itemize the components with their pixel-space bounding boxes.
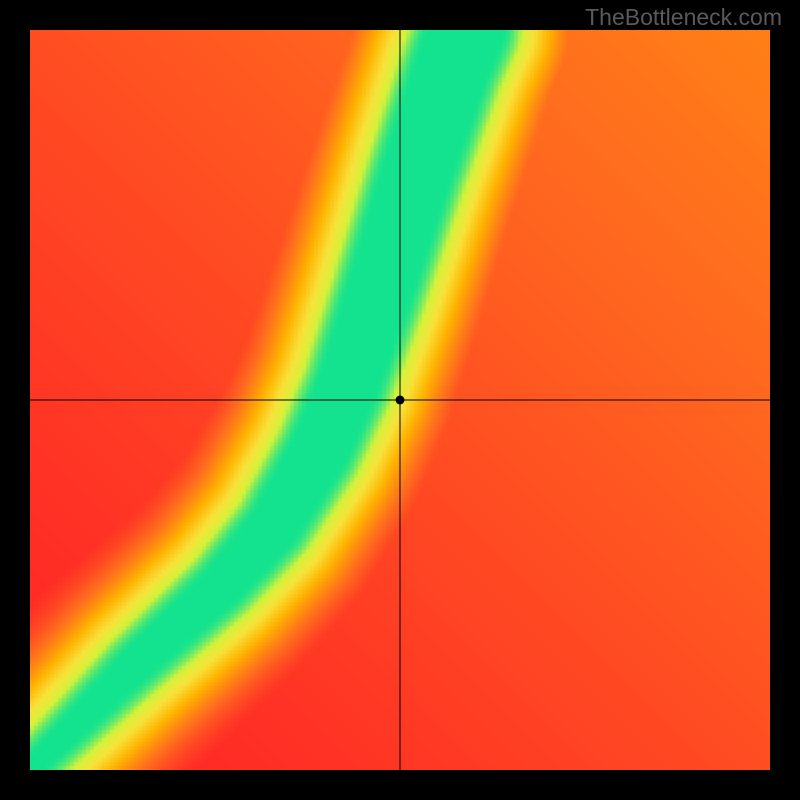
overlay-svg	[30, 30, 770, 770]
watermark-text: TheBottleneck.com	[585, 4, 782, 31]
image-wrapper: TheBottleneck.com	[0, 0, 800, 800]
marker-dot	[396, 396, 405, 405]
